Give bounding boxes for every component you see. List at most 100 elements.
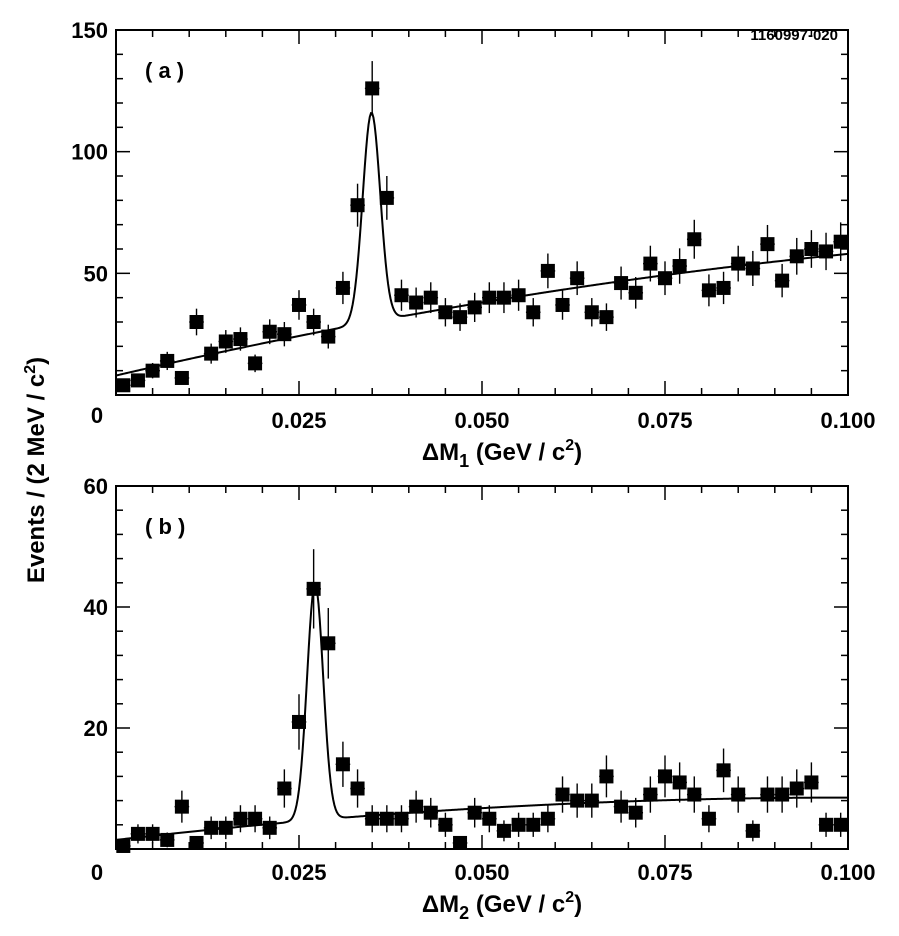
data-point [423,290,438,305]
data-point [379,190,394,205]
data-point [555,787,570,802]
y-tick-label: 50 [84,261,108,286]
data-point [701,283,716,298]
data-point [116,378,131,393]
x-tick-label: 0.025 [271,408,326,433]
x-tick-label: 0.050 [454,408,509,433]
data-point [394,811,409,826]
data-point [321,636,336,651]
data-point [204,346,219,361]
data-point [701,811,716,826]
y-tick-label: 60 [84,474,108,499]
x-axis-title-part: 2 [565,889,574,906]
data-point [453,310,468,325]
data-point [248,811,263,826]
x-axis-title: ΔM2 (GeV / c2) [422,889,582,923]
data-point [570,271,585,286]
data-point [306,581,321,596]
x-axis-title-part: Δ [422,891,439,918]
data-point [833,234,848,249]
data-point [438,305,453,320]
data-point [321,329,336,344]
data-point [174,799,189,814]
data-point [614,276,629,291]
data-point [350,781,365,796]
data-point [306,315,321,329]
data-point [174,370,189,385]
x-axis-title-part: ) [574,891,582,918]
y-tick-label: 40 [84,595,108,620]
data-point [643,256,658,271]
data-point [394,288,409,303]
data-point [540,811,555,826]
panel-label: ( b ) [145,514,185,539]
data-point [262,820,277,835]
data-point [482,811,497,826]
data-point [745,823,760,838]
data-point [716,763,731,778]
data-point [130,826,145,841]
panel-a: 0.025 0.050 0.075 0.100 50 100 150 0 ( a ) ΔM1 (G… [71,18,875,471]
data-point [335,757,350,772]
x-tick-label: 0.100 [820,860,875,885]
data-point [672,775,687,790]
data-point [775,273,790,288]
data-point [745,261,760,276]
y-tick-label: 100 [71,140,108,165]
data-point [584,793,599,808]
data-point [423,805,438,820]
y-axis-title: Events / (2 MeV / c2) [22,357,50,583]
data-point [379,811,394,826]
data-point [833,817,848,832]
data-point [526,817,541,832]
data-point [496,823,511,838]
y-zero-label: 0 [91,403,103,428]
data-point [292,297,306,312]
data-point [233,332,248,347]
data-point [804,242,819,256]
data-point [350,198,365,213]
data-point [248,356,263,371]
data-point [511,817,526,832]
x-tick-label: 0.050 [454,860,509,885]
data-point [438,817,453,832]
data-point [160,832,175,847]
x-axis-title-part: M [439,439,459,466]
data-point [599,769,614,784]
data-point [189,315,204,329]
data-point [277,781,292,796]
figure-id: 1160997-020 [750,27,838,44]
data-point [218,334,233,349]
data-point [760,237,775,252]
data-point [496,290,511,305]
data-point [775,787,790,802]
data-point [116,838,131,853]
x-axis-title-part: ) [574,439,582,466]
data-point [233,811,248,826]
data-point [804,775,819,790]
x-axis-title-part: 2 [565,437,574,454]
data-point [628,285,643,300]
data-point [160,353,175,368]
data-point [731,256,746,271]
x-tick-label: 0.100 [820,408,875,433]
data-point [218,820,233,835]
x-tick-label: 0.025 [271,860,326,885]
data-point [584,305,599,320]
data-point [789,249,804,264]
data-point [658,769,672,784]
x-tick-label: 0.075 [637,860,692,885]
data-point [819,244,834,259]
data-point [511,288,526,303]
panel-label: ( a ) [145,58,184,83]
data-point [555,297,570,312]
data-point [467,300,482,315]
fit-curve [115,112,849,377]
data-point [292,714,306,729]
data-point [789,781,804,796]
data-point [540,263,555,278]
data-point [277,327,292,342]
fit-curve [115,582,848,841]
x-axis-title: ΔM1 (GeV / c2) [422,437,582,471]
